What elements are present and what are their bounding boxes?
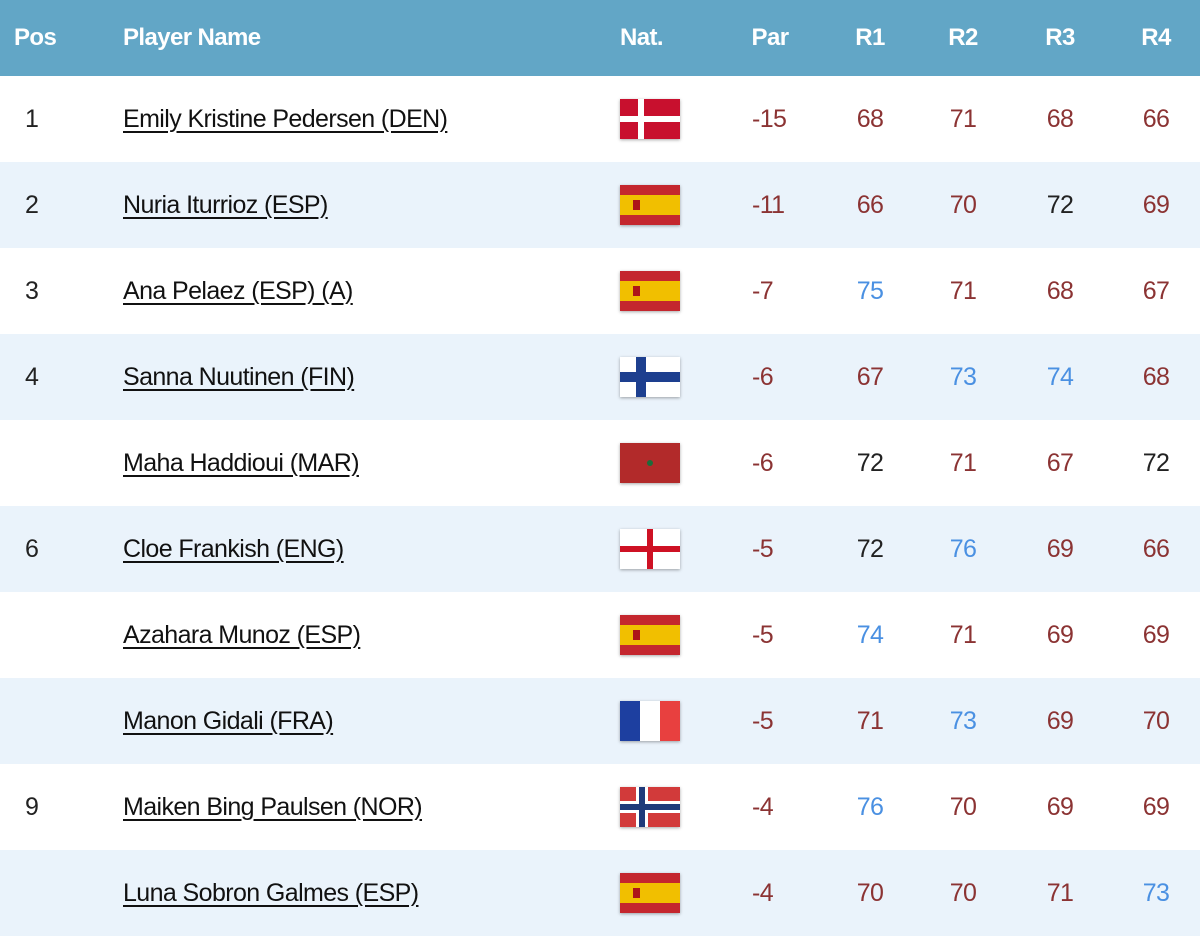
round-score: 67 — [856, 362, 884, 391]
round-score: 71 — [949, 276, 977, 305]
flag — [620, 443, 680, 483]
round-score: 72 — [856, 534, 884, 563]
round-score: 66 — [856, 190, 884, 219]
player-name[interactable]: Manon Gidali (FRA) — [123, 706, 334, 735]
round-score: 71 — [856, 706, 884, 735]
player-row: Luna Sobron Galmes (ESP) -4 70 70 71 73 — [0, 850, 1200, 936]
player-row: 4 Sanna Nuutinen (FIN) -6 67 73 74 68 — [0, 334, 1200, 420]
par: -6 — [752, 362, 774, 391]
round-score: 69 — [1046, 534, 1074, 563]
position: 3 — [25, 276, 39, 305]
flag — [620, 271, 680, 311]
player-name[interactable]: Emily Kristine Pedersen (DEN) — [123, 104, 448, 133]
player-row: 1 Emily Kristine Pedersen (DEN) -15 68 71 68 6… — [0, 76, 1200, 162]
flag — [620, 615, 680, 655]
player-name[interactable]: Nuria Iturrioz (ESP) — [123, 190, 328, 219]
par: -11 — [752, 190, 785, 219]
flag — [620, 99, 680, 139]
round-score: 70 — [1142, 706, 1170, 735]
round-score: 76 — [856, 792, 884, 821]
position: 4 — [25, 362, 39, 391]
round-score: 69 — [1142, 792, 1170, 821]
player-name[interactable]: Cloe Frankish (ENG) — [123, 534, 344, 563]
player-row: 9 Maiken Bing Paulsen (NOR) -4 76 70 69 69 — [0, 764, 1200, 850]
round-score: 73 — [1142, 878, 1170, 907]
round-score: 66 — [1142, 534, 1170, 563]
column-header: Player Name — [123, 24, 261, 51]
player-name[interactable]: Sanna Nuutinen (FIN) — [123, 362, 355, 391]
round-score: 68 — [1142, 362, 1170, 391]
flag — [620, 873, 680, 913]
round-score: 69 — [1046, 620, 1074, 649]
round-score: 75 — [856, 276, 884, 305]
round-score: 71 — [1046, 878, 1074, 907]
player-row: 2 Nuria Iturrioz (ESP) -11 66 70 72 69 — [0, 162, 1200, 248]
round-score: 72 — [1142, 448, 1170, 477]
column-header: R2 — [948, 24, 978, 51]
column-header: Par — [751, 24, 790, 51]
player-name[interactable]: Ana Pelaez (ESP) (A) — [123, 276, 353, 305]
round-score: 70 — [949, 190, 977, 219]
header-row: Pos Player Name Nat. Par R1 R2 R3 R4 — [0, 0, 1200, 76]
player-row: Azahara Munoz (ESP) -5 74 71 69 69 — [0, 592, 1200, 678]
column-header: R4 — [1141, 24, 1171, 51]
flag — [620, 529, 680, 569]
round-score: 72 — [1046, 190, 1074, 219]
player-row: Maha Haddioui (MAR) -6 72 71 67 72 — [0, 420, 1200, 506]
round-score: 71 — [949, 104, 977, 133]
column-header: R3 — [1045, 24, 1075, 51]
par: -6 — [752, 448, 774, 477]
position: 2 — [25, 190, 39, 219]
par: -4 — [752, 878, 774, 907]
par: -15 — [752, 104, 787, 133]
flag — [620, 357, 680, 397]
round-score: 68 — [1046, 276, 1074, 305]
round-score: 67 — [1046, 448, 1074, 477]
round-score: 76 — [949, 534, 977, 563]
par: -7 — [752, 276, 774, 305]
round-score: 71 — [949, 620, 977, 649]
player-row: 6 Cloe Frankish (ENG) -5 72 76 69 66 — [0, 506, 1200, 592]
par: -4 — [752, 792, 774, 821]
par: -5 — [752, 534, 774, 563]
round-score: 67 — [1142, 276, 1170, 305]
round-score: 72 — [856, 448, 884, 477]
flag — [620, 701, 680, 741]
column-header: R1 — [855, 24, 885, 51]
position: 1 — [25, 104, 39, 133]
round-score: 74 — [856, 620, 884, 649]
position: 6 — [25, 534, 39, 563]
round-score: 69 — [1046, 706, 1074, 735]
round-score: 70 — [856, 878, 884, 907]
round-score: 70 — [949, 792, 977, 821]
par: -5 — [752, 620, 774, 649]
round-score: 68 — [856, 104, 884, 133]
flag — [620, 185, 680, 225]
position: 9 — [25, 792, 39, 821]
player-name[interactable]: Maha Haddioui (MAR) — [123, 448, 360, 477]
round-score: 70 — [949, 878, 977, 907]
par: -5 — [752, 706, 774, 735]
player-name[interactable]: Luna Sobron Galmes (ESP) — [123, 878, 419, 907]
round-score: 66 — [1142, 104, 1170, 133]
round-score: 69 — [1046, 792, 1074, 821]
player-name[interactable]: Azahara Munoz (ESP) — [123, 620, 361, 649]
round-score: 71 — [949, 448, 977, 477]
round-score: 74 — [1046, 362, 1074, 391]
round-score: 69 — [1142, 190, 1170, 219]
round-score: 73 — [949, 706, 977, 735]
round-score: 68 — [1046, 104, 1074, 133]
column-header: Pos — [14, 24, 57, 51]
player-name[interactable]: Maiken Bing Paulsen (NOR) — [123, 792, 423, 821]
player-row: 3 Ana Pelaez (ESP) (A) -7 75 71 68 67 — [0, 248, 1200, 334]
round-score: 73 — [949, 362, 977, 391]
column-header: Nat. — [620, 24, 664, 51]
round-score: 69 — [1142, 620, 1170, 649]
flag — [620, 787, 680, 827]
player-row: Manon Gidali (FRA) -5 71 73 69 70 — [0, 678, 1200, 764]
